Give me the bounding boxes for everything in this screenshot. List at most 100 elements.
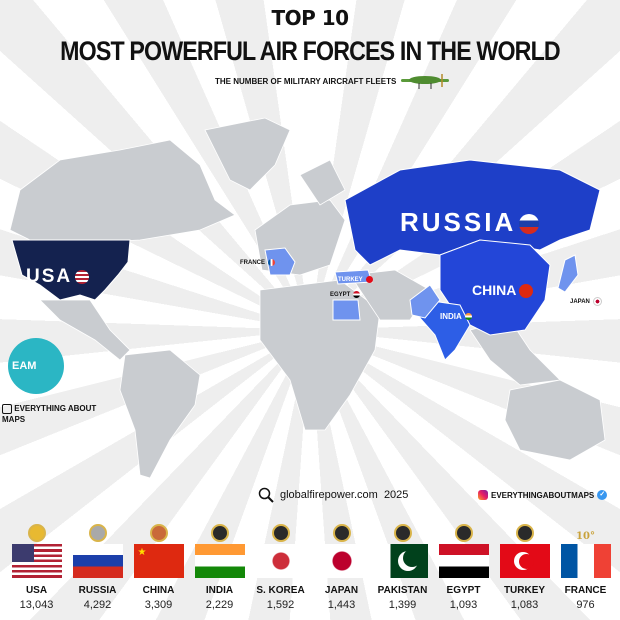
land-scandinavia [299,159,346,206]
land-australia [504,379,606,461]
top-heading: TOP 10 [271,6,349,30]
verified-icon: ✓ [597,490,608,500]
rank-badge-icon [271,522,290,542]
source: globalfirepower.com 2025 [258,487,408,503]
map-france [264,247,296,276]
map-pakistan [409,284,441,319]
ranking-item: INDIA 2,229 [189,522,250,611]
china-flag-icon: ★ [133,544,184,578]
country-name: TURKEY [503,585,546,596]
rank-badge-icon [454,522,473,542]
map-label-egypt: EGYPT [330,291,361,299]
country-name: USA [25,585,48,596]
silver-trophy-icon [88,522,107,542]
india-flag-icon [194,544,245,578]
subtitle: THE NUMBER OF MILITARY AIRCRAFT FLEETS [215,73,451,91]
land-south-america [119,349,201,479]
map-label-japan: JAPAN [570,297,602,306]
ranking-row: USA 13,043 RUSSIA 4,292 ★ CHINA 3,309 INDIA 2,22… [6,522,618,611]
pakistan-flag-icon [377,544,428,578]
search-icon [258,487,274,503]
map-turkey [334,269,373,285]
source-text: globalfirepower.com 2025 [280,489,409,501]
egypt-flag-icon [353,291,361,298]
aircraft-count: 13,043 [19,599,54,611]
aircraft-count: 2,229 [205,599,234,611]
page-title: MOST POWERFUL AIR FORCES IN THE WORLD [60,36,561,66]
map-label-france: FRANCE [240,259,275,266]
country-name: INDIA [205,585,234,596]
rank-10-label: 10° [576,531,595,542]
country-name: EGYPT [446,585,481,596]
world-map [9,117,606,479]
propeller-airplane-icon [400,74,449,89]
aircraft-count: 1,399 [388,599,417,611]
aircraft-count: 4,292 [83,599,112,611]
ranking-item: RUSSIA 4,292 [67,522,128,611]
land-greenland [204,117,291,191]
country-name: FRANCE [564,585,607,596]
skorea-flag-icon [255,544,306,578]
russia-flag-icon [72,544,123,578]
china-flag-icon [519,284,534,299]
ranking-item: JAPAN 1,443 [311,522,372,611]
map-label-usa: USA [26,266,90,288]
land-africa [259,279,381,431]
map-label-russia: RUSSIA [400,207,540,238]
japan-label: JAPAN [570,299,590,306]
map-label-turkey: TURKEY [338,276,373,283]
subtitle-text: THE NUMBER OF MILITARY AIRCRAFT FLEETS [215,77,397,87]
instagram-text: EVERYTHINGABOUTMAPS [491,490,595,500]
brand-handle: EVERYTHING ABOUT MAPS [2,403,102,425]
country-name: JAPAN [324,585,359,596]
aircraft-count: 1,592 [266,599,295,611]
ranking-item: S. KOREA 1,592 [250,522,311,611]
rank-badge-icon [393,522,412,542]
instagram-handle: EVERYTHINGABOUTMAPS ✓ [478,490,608,500]
ranking-item: 10° FRANCE 976 [555,522,616,611]
eam-logo: EAM [8,338,64,394]
country-name: RUSSIA [78,585,117,596]
russia-label: RUSSIA [400,207,517,237]
gold-trophy-icon [27,522,46,542]
country-name: S. KOREA [256,585,305,596]
usa-label: USA [26,266,73,287]
ranking-item: PAKISTAN 1,399 [372,522,433,611]
france-flag-icon [268,259,275,266]
logo-text: EAM [12,360,37,372]
country-name: CHINA [142,585,175,596]
map-japan [557,254,579,293]
egypt-flag-icon [438,544,489,578]
ranking-item: TURKEY 1,083 [494,522,555,611]
map-egypt [332,299,361,321]
map-label-china: CHINA [472,282,534,299]
france-flag-icon [560,544,611,578]
china-label: CHINA [472,282,517,298]
brand-handle-text: EVERYTHING ABOUT MAPS [2,404,97,424]
aircraft-count: 3,309 [144,599,173,611]
egypt-label: EGYPT [330,292,351,299]
instagram-icon [2,403,12,414]
map-label-india: INDIA [440,312,472,321]
map-india [419,299,471,361]
usa-flag-icon [75,269,90,284]
france-label: FRANCE [240,260,265,267]
turkey-label: TURKEY [338,277,363,284]
land-canada [9,139,236,246]
turkey-flag-icon [365,276,373,283]
rank-badge-icon [210,522,229,542]
aircraft-count: 976 [576,599,595,611]
rank-badge-icon [332,522,351,542]
map-usa [11,239,131,301]
turkey-flag-icon [499,544,550,578]
aircraft-count: 1,083 [510,599,539,611]
india-label: INDIA [440,312,462,321]
india-flag-icon [464,313,472,321]
russia-flag-icon [519,214,540,235]
aircraft-count: 1,443 [327,599,356,611]
rank-badge-icon [515,522,534,542]
japan-flag-icon [592,297,602,306]
instagram-icon [478,490,488,500]
japan-flag-icon [316,544,367,578]
ranking-item: EGYPT 1,093 [433,522,494,611]
